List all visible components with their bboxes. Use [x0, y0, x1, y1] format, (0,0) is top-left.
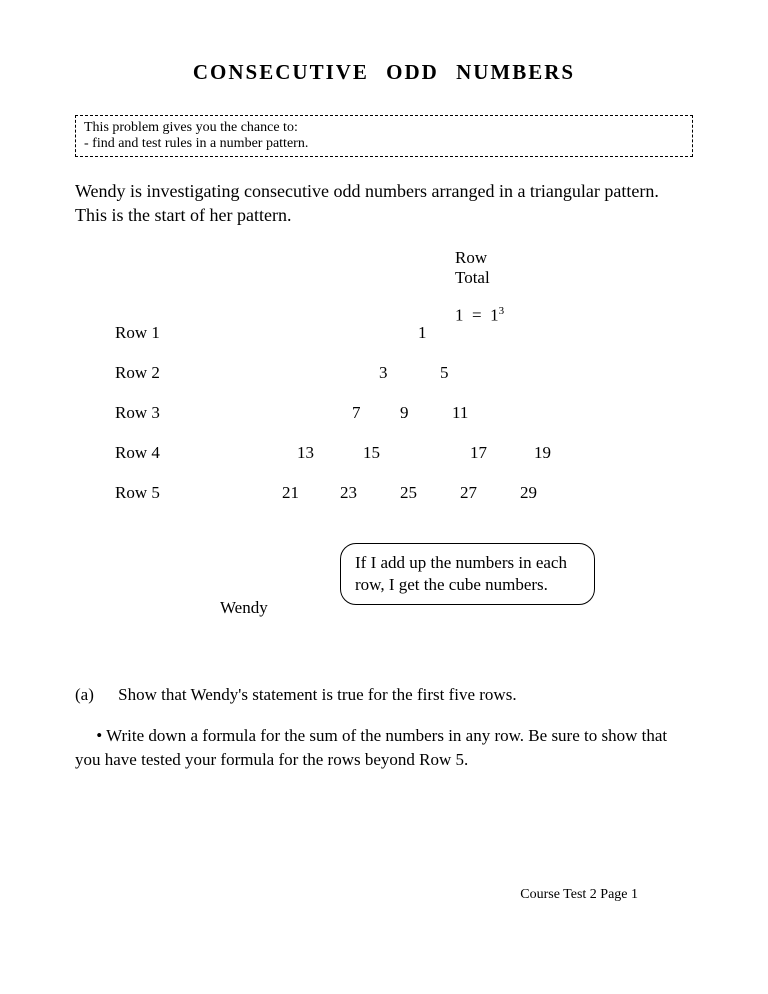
row-4-num-3: 17	[470, 443, 487, 463]
question-bullet: • Write down a formula for the sum of th…	[75, 724, 693, 772]
row-total-line2: Total	[455, 268, 490, 288]
row-2-label: Row 2	[115, 363, 160, 383]
eq-mid: =	[472, 305, 482, 324]
row-1-label: Row 1	[115, 323, 160, 343]
row-5-label: Row 5	[115, 483, 160, 503]
row-5-num-1: 21	[282, 483, 299, 503]
eq-exp: 3	[499, 305, 505, 317]
speech-area: Wendy If I add up the numbers in each ro…	[75, 543, 693, 653]
row-5-num-5: 29	[520, 483, 537, 503]
row-5-num-4: 27	[460, 483, 477, 503]
question-a: (a) Show that Wendy's statement is true …	[75, 683, 693, 707]
intro-text: Wendy is investigating consecutive odd n…	[75, 179, 693, 228]
row-4-num-4: 19	[534, 443, 551, 463]
row-5-num-3: 25	[400, 483, 417, 503]
row-total-heading: Row Total	[455, 248, 490, 288]
worksheet-page: CONSECUTIVE ODD NUMBERS This problem giv…	[0, 0, 768, 953]
page-footer: Course Test 2 Page 1	[75, 887, 693, 903]
row-3-num-2: 9	[400, 403, 409, 423]
row-4-label: Row 4	[115, 443, 160, 463]
page-title: CONSECUTIVE ODD NUMBERS	[75, 60, 693, 85]
row-5-num-2: 23	[340, 483, 357, 503]
row-1-num-1: 1	[418, 323, 427, 343]
row-total-line1: Row	[455, 248, 490, 268]
row-3-num-1: 7	[352, 403, 361, 423]
row-4-num-2: 15	[363, 443, 380, 463]
speech-bubble: If I add up the numbers in each row, I g…	[340, 543, 595, 605]
row-4-num-1: 13	[297, 443, 314, 463]
triangle-pattern: Row Total 1 = 13 Row 1 1 Row 2 3 5 Row 3…	[75, 248, 693, 538]
row-3-num-3: 11	[452, 403, 468, 423]
question-a-text: Show that Wendy's statement is true for …	[118, 685, 516, 704]
row-total-equation: 1 = 13	[455, 305, 504, 326]
objective-line-1: This problem gives you the chance to:	[84, 120, 684, 136]
eq-rhs: 1	[490, 305, 499, 324]
objective-box: This problem gives you the chance to: - …	[75, 115, 693, 157]
row-2-num-1: 3	[379, 363, 388, 383]
row-3-label: Row 3	[115, 403, 160, 423]
question-a-label: (a)	[75, 683, 94, 707]
objective-line-2: - find and test rules in a number patter…	[84, 136, 684, 152]
eq-lhs: 1	[455, 305, 464, 324]
wendy-label: Wendy	[220, 598, 268, 618]
question-bullet-text: • Write down a formula for the sum of th…	[75, 726, 667, 769]
row-2-num-2: 5	[440, 363, 449, 383]
